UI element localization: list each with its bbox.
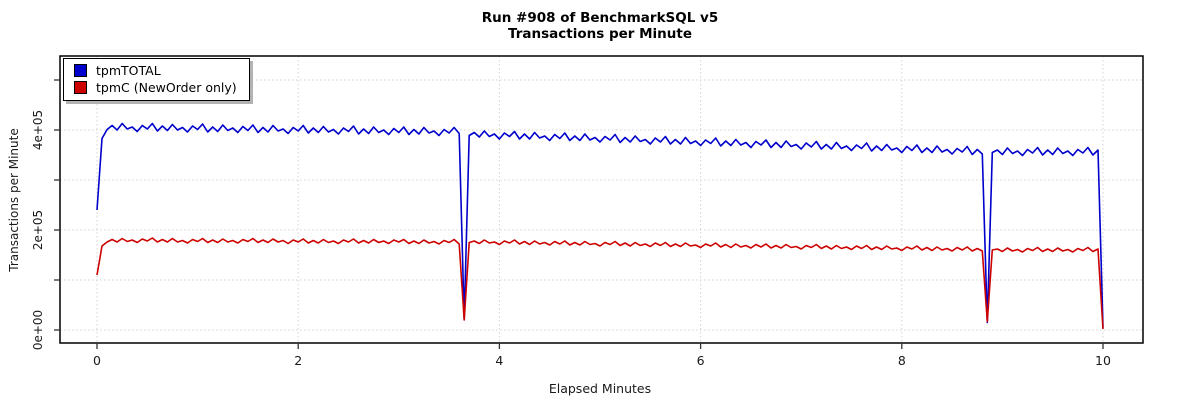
x-tick-label: 4 [495,353,503,368]
series-line-0 [96,122,1104,328]
chart-subtitle: Transactions per Minute [507,26,693,42]
x-axis-title: Elapsed Minutes [548,381,652,396]
x-tick-label: 8 [898,353,906,368]
x-tick-label: 0 [93,353,101,368]
chart-legend: tpmTOTAL tpmC (NewOrder only) [63,58,250,101]
y-axis-title: Transactions per Minute [7,128,21,272]
x-tick-label: 2 [294,353,302,368]
chart-title: Run #908 of BenchmarkSQL v5 [481,10,719,26]
y-tick-label: 2e+05 [31,210,45,250]
plot-border [59,55,1144,344]
legend-label-tpmc: tpmC (NewOrder only) [96,80,237,95]
legend-item-tpmc: tpmC (NewOrder only) [74,80,237,95]
tpmtotal-swatch-icon [74,64,87,77]
y-tick-label: 0e+00 [31,310,45,350]
series-line-1 [96,237,1104,330]
y-tick-label: 4e+05 [31,110,45,150]
x-tick-label: 6 [697,353,705,368]
x-tick-label: 10 [1095,353,1111,368]
legend-label-tpmtotal: tpmTOTAL [96,63,161,78]
legend-item-tpmtotal: tpmTOTAL [74,63,237,78]
tpmc-swatch-icon [74,81,87,94]
